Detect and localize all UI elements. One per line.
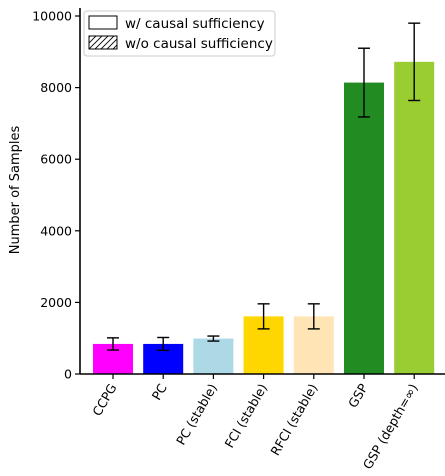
x-tick-label-3: FCI (stable) <box>221 381 270 450</box>
bar-2 <box>193 338 234 374</box>
y-ticks: 0 2000 4000 6000 8000 10000 <box>32 9 80 382</box>
x-tick-label-2: PC (stable) <box>173 381 220 448</box>
x-tick-label-0: CCPG <box>89 381 119 419</box>
error-bars-layer <box>107 22 421 352</box>
legend-label-hatched: w/o causal sufficiency <box>125 36 273 52</box>
x-tick-label-6: GSP (depth=∞) <box>360 381 421 472</box>
legend-swatch-hatched <box>88 35 118 50</box>
y-tick-label-3: 6000 <box>40 152 72 167</box>
y-axis-label: Number of Samples <box>8 126 23 255</box>
legend-frame <box>83 10 276 57</box>
bar-6 <box>394 61 435 374</box>
legend-label-plain: w/ causal sufficiency <box>125 16 265 32</box>
x-ticks: CCPG PC PC (stable) FCI (stable)RFCI (stabl… <box>89 374 421 472</box>
bar-5 <box>344 82 384 374</box>
y-tick-label-1: 2000 <box>40 295 72 310</box>
x-tick-label-5: GSP <box>345 381 371 411</box>
bars-layer <box>93 61 435 374</box>
y-tick-label-2: 4000 <box>40 223 72 238</box>
y-tick-label-0: 0 <box>64 367 72 382</box>
x-tick-label-4: RFCI (stable) <box>267 381 320 458</box>
y-tick-label-4: 8000 <box>40 80 72 95</box>
legend-swatch-plain <box>88 15 118 30</box>
y-tick-label-5: 10000 <box>32 9 72 24</box>
x-tick-label-1: PC <box>149 381 170 403</box>
legend: w/ causal sufficiency w/o causal suffici… <box>83 10 276 57</box>
